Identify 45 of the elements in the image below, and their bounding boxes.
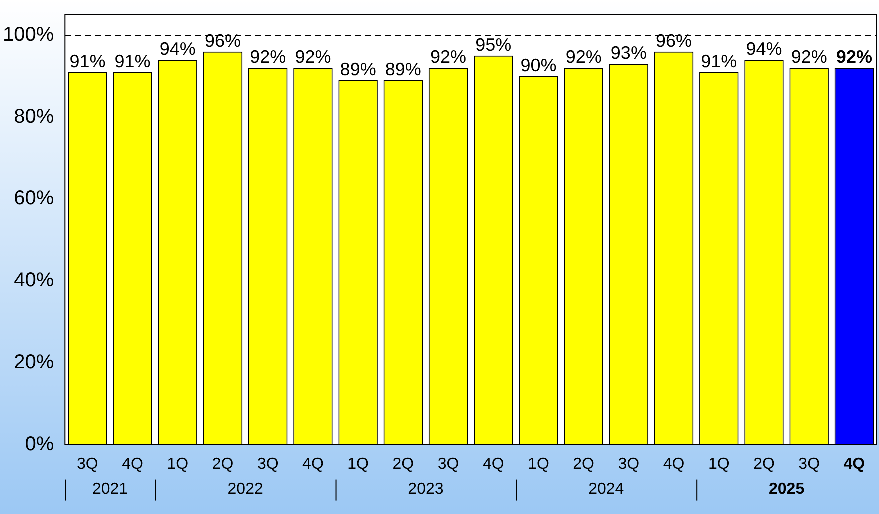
x-tick-label: 4Q [482, 456, 504, 473]
data-label: 90% [520, 55, 557, 76]
x-tick-label: 1Q [708, 456, 730, 473]
data-label: 89% [340, 59, 376, 80]
x-tick-label: 1Q [348, 456, 369, 473]
x-tick-label: 3Q [798, 456, 820, 473]
x-tick-label: 2Q [392, 456, 414, 473]
data-label: 91% [70, 51, 106, 72]
x-tick-label: 1Q [167, 456, 189, 473]
y-tick-label: 40% [14, 270, 54, 292]
x-tick-label: 4Q [844, 456, 866, 473]
data-label: 92% [791, 47, 828, 68]
x-tick-label: 3Q [438, 456, 460, 473]
data-label: 93% [610, 43, 647, 64]
data-label: 95% [476, 34, 512, 55]
text: 2024 [588, 481, 624, 498]
x-tick-label: 3Q [77, 456, 98, 473]
data-label: 92% [566, 47, 602, 68]
data-label: 91% [114, 51, 151, 72]
text: 2021 [92, 481, 128, 498]
y-tick-label: 60% [14, 188, 54, 210]
data-label: 92% [295, 47, 332, 68]
y-tick-label: 80% [14, 106, 54, 128]
text: 2023 [408, 481, 444, 498]
x-tick-label: 4Q [663, 456, 685, 473]
x-tick-label: 2Q [573, 456, 595, 473]
y-tick-label: 0% [25, 433, 54, 456]
data-label: 92% [250, 47, 286, 68]
y-tick-label: 20% [14, 351, 54, 374]
data-label: 94% [160, 38, 196, 59]
data-label: 92% [430, 47, 467, 68]
text: 2025 [769, 481, 805, 498]
data-label: 92% [836, 47, 872, 68]
text: 2022 [228, 481, 264, 498]
x-tick-label: 3Q [257, 456, 279, 473]
x-tick-label: 4Q [122, 456, 144, 473]
data-label: 94% [746, 38, 782, 59]
x-tick-label: 4Q [302, 456, 324, 473]
y-tick-label: 100% [2, 24, 54, 46]
x-tick-label: 2Q [212, 456, 234, 473]
x-tick-label: 2Q [754, 456, 775, 473]
data-label: 91% [701, 51, 738, 72]
x-tick-label: 3Q [618, 456, 640, 473]
x-tick-label: 1Q [528, 456, 550, 473]
data-label: 89% [385, 59, 422, 80]
